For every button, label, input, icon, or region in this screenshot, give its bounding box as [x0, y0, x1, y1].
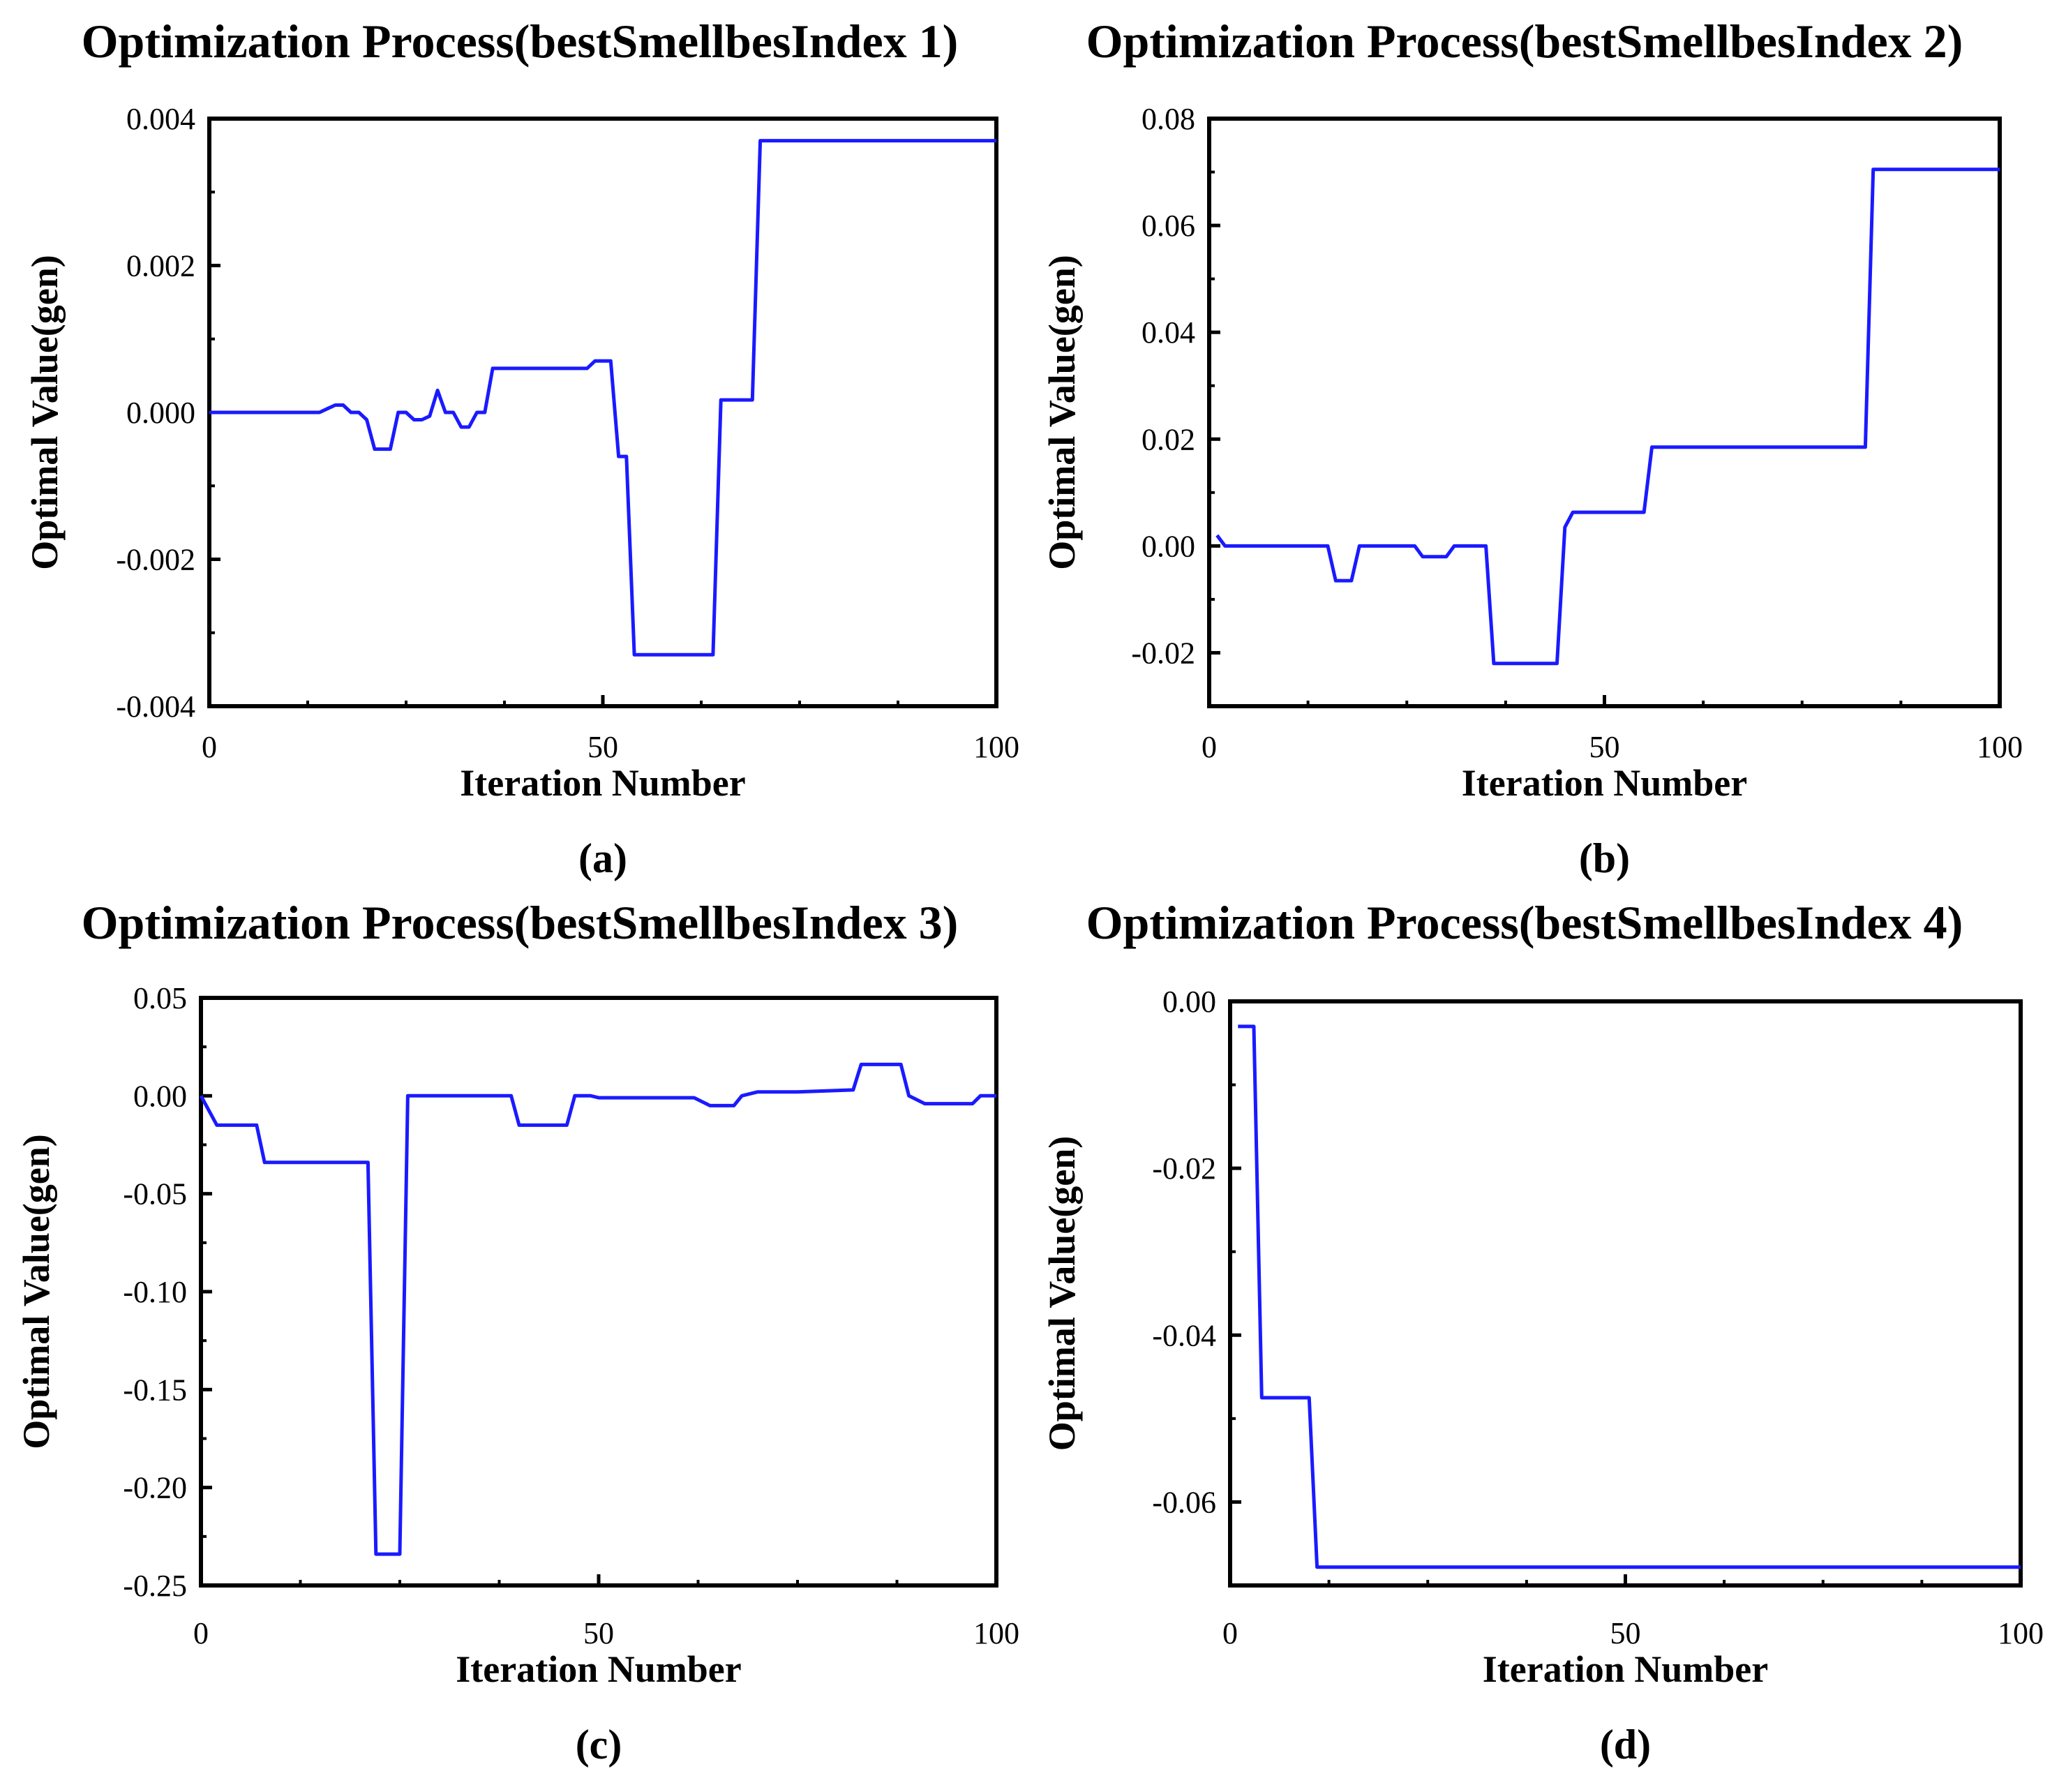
- x-tick-label: 50: [587, 730, 618, 764]
- y-tick-label: -0.02: [1131, 636, 1195, 670]
- y-tick-label: 0.00: [133, 1079, 187, 1113]
- panel-label: (d): [1600, 1722, 1651, 1768]
- plot-frame: [1207, 117, 2002, 708]
- x-axis-label: Iteration Number: [460, 762, 745, 804]
- series-line-d: [1238, 1024, 2021, 1569]
- x-tick-label: 100: [1998, 1616, 2044, 1650]
- series-line-b: [1215, 167, 2000, 666]
- y-tick-label: 0.06: [1141, 209, 1195, 243]
- y-axis-label: Optimal Value(gen): [15, 1134, 57, 1449]
- plot-frame: [207, 117, 998, 708]
- y-tick-label: 0.08: [1141, 102, 1195, 136]
- y-axis-label: Optimal Value(gen): [24, 255, 66, 570]
- y-tick-label: -0.20: [123, 1471, 187, 1505]
- chart-b: Optimization Process(bestSmellbesIndex 2…: [1041, 15, 2023, 881]
- x-tick-label: 100: [973, 1616, 1019, 1650]
- y-tick-label: 0.04: [1141, 315, 1195, 350]
- x-tick-label: 50: [1610, 1616, 1641, 1650]
- y-tick-label: 0.004: [126, 102, 195, 136]
- x-tick-label: 50: [583, 1616, 614, 1650]
- y-tick-label: -0.15: [123, 1373, 187, 1407]
- y-tick-label: 0.00: [1141, 529, 1195, 563]
- y-tick-label: -0.02: [1152, 1151, 1216, 1186]
- x-tick-label: 0: [202, 730, 217, 764]
- plot-frame: [1228, 999, 2023, 1588]
- x-axis-label: Iteration Number: [1462, 762, 1747, 804]
- chart-title: Optimization Process(bestSmellbesIndex 3…: [82, 896, 959, 949]
- chart-d: Optimization Process(bestSmellbesIndex 4…: [1041, 896, 2044, 1768]
- y-tick-label: 0.000: [126, 396, 195, 430]
- y-axis-label: Optimal Value(gen): [1041, 1136, 1083, 1451]
- series-line-a: [209, 139, 996, 657]
- x-tick-label: 0: [1202, 730, 1217, 764]
- y-tick-label: 0.002: [126, 249, 195, 283]
- y-tick-label: -0.002: [116, 543, 195, 577]
- y-tick-label: -0.10: [123, 1275, 187, 1309]
- panel-label: (c): [576, 1722, 622, 1768]
- y-tick-label: 0.00: [1162, 985, 1216, 1019]
- chart-title: Optimization Process(bestSmellbesIndex 4…: [1086, 896, 1963, 949]
- panel-label: (b): [1579, 835, 1630, 881]
- y-axis-label: Optimal Value(gen): [1041, 255, 1083, 570]
- y-tick-label: -0.05: [123, 1177, 187, 1211]
- y-tick-label: -0.06: [1152, 1485, 1216, 1519]
- y-tick-label: -0.04: [1152, 1318, 1216, 1352]
- x-axis-label: Iteration Number: [1483, 1648, 1768, 1690]
- y-tick-label: -0.25: [123, 1569, 187, 1603]
- x-tick-label: 100: [1977, 730, 2023, 764]
- chart-title: Optimization Process(bestSmellbesIndex 1…: [82, 15, 959, 68]
- x-tick-label: 100: [973, 730, 1019, 764]
- x-tick-label: 0: [193, 1616, 209, 1650]
- x-axis-label: Iteration Number: [456, 1648, 741, 1690]
- panel-label: (a): [578, 835, 627, 881]
- x-tick-label: 50: [1589, 730, 1620, 764]
- series-line-c: [199, 1062, 996, 1556]
- y-tick-label: 0.02: [1141, 422, 1195, 456]
- chart-title: Optimization Process(bestSmellbesIndex 2…: [1086, 15, 1963, 68]
- chart-a: Optimization Process(bestSmellbesIndex 1…: [24, 15, 1019, 881]
- x-tick-label: 0: [1222, 1616, 1238, 1650]
- plot-frame: [199, 996, 998, 1588]
- y-tick-label: 0.05: [133, 981, 187, 1015]
- chart-c: Optimization Process(bestSmellbesIndex 3…: [15, 896, 1019, 1768]
- y-tick-label: -0.004: [116, 689, 195, 724]
